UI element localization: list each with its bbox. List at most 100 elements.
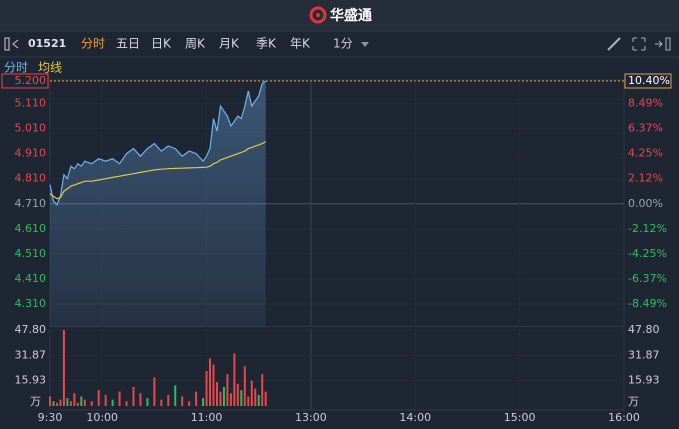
legend-entry: 分时: [4, 61, 28, 75]
volume-tick-label: 31.87: [15, 348, 47, 361]
y2-tick-label: -4.25%: [628, 247, 667, 260]
y-tick-label: 5.200: [15, 74, 47, 87]
volume-bar: [59, 399, 62, 406]
volume-bar: [243, 366, 246, 406]
volume-bar: [233, 353, 236, 406]
volume-tick-label: 47.80: [628, 323, 660, 336]
volume-bar: [247, 396, 250, 406]
volume-bar: [125, 401, 128, 406]
volume-bar: [111, 399, 114, 406]
volume-bar: [212, 364, 215, 406]
tab[interactable]: 周K: [185, 37, 206, 51]
x-tick-label: 9:30: [38, 411, 63, 424]
volume-unit: 万: [628, 395, 639, 408]
volume-bar: [240, 390, 243, 406]
draw-icon[interactable]: [607, 37, 621, 51]
volume-bar: [146, 398, 149, 406]
fullscreen-icon[interactable]: [655, 37, 671, 51]
y2-tick-label: 4.25%: [628, 147, 663, 160]
volume-bar: [174, 385, 177, 406]
volume-bar: [73, 393, 76, 406]
y2-tick-label: -6.37%: [628, 272, 667, 285]
volume-bar: [250, 380, 253, 406]
tab[interactable]: 年K: [290, 37, 311, 51]
y2-tick-label: -8.49%: [628, 297, 667, 310]
interval[interactable]: 1分: [333, 37, 353, 51]
volume-bar: [209, 358, 212, 406]
volume-tick-label: 47.80: [15, 323, 47, 336]
volume-tick-label: 15.93: [15, 374, 47, 387]
volume-bar: [261, 374, 264, 406]
volume-bar: [219, 391, 222, 406]
volume-bar: [229, 393, 232, 406]
logo-icon: [309, 6, 327, 24]
volume-bar: [90, 401, 93, 406]
volume-bar: [188, 401, 191, 406]
volume-tick-label: 31.87: [628, 348, 660, 361]
volume-bar: [160, 399, 163, 406]
volume-bar: [153, 377, 156, 406]
expand-icon[interactable]: [632, 37, 646, 51]
volume-bar: [215, 382, 218, 406]
volume-bar: [62, 330, 65, 406]
x-tick-label: 11:00: [191, 411, 223, 424]
tab[interactable]: 月K: [219, 37, 240, 51]
volume-bar: [202, 398, 205, 406]
volume-bar: [236, 383, 239, 406]
volume-unit: 万: [30, 395, 41, 408]
legend-entry: 均线: [38, 61, 62, 75]
x-tick-label: 13:00: [295, 411, 327, 424]
y2-tick-label: 2.12%: [628, 172, 663, 185]
volume-bar: [167, 394, 170, 406]
volume-bar: [49, 396, 51, 406]
volume-bar: [226, 374, 229, 406]
volume-bar: [257, 394, 260, 406]
volume-tick-label: 15.93: [628, 374, 660, 387]
series-line: [49, 141, 266, 200]
volume-bar: [83, 399, 86, 406]
volume-bar: [264, 391, 267, 406]
volume-panel: [49, 329, 625, 411]
volume-bar: [132, 386, 135, 406]
volume-bar: [55, 402, 58, 406]
y2-tick-label: 6.37%: [628, 122, 663, 135]
back-icon[interactable]: [4, 37, 19, 51]
y2-tick-label: 0.00%: [628, 197, 663, 210]
volume-bar: [52, 401, 55, 406]
volume-bar: [195, 391, 198, 406]
y-tick-label: 4.810: [15, 172, 47, 185]
x-tick-label: 15:00: [504, 411, 536, 424]
y2-tick-label: 10.40%: [628, 74, 670, 87]
volume-bar: [181, 396, 184, 406]
current-price-box: [1, 73, 49, 89]
volume-bar: [80, 396, 83, 406]
volume-bar: [69, 401, 72, 406]
y-tick-label: 5.010: [15, 122, 47, 135]
tab[interactable]: 日K: [151, 37, 172, 51]
current-pct-box: [624, 73, 672, 89]
price-area: [50, 81, 266, 327]
volume-bar: [97, 390, 100, 406]
y-tick-label: 4.510: [15, 247, 47, 260]
y-tick-label: 4.410: [15, 272, 47, 285]
tab[interactable]: 季K: [256, 37, 277, 51]
x-tick-label: 16:00: [608, 411, 640, 424]
header-bar: [0, 0, 679, 30]
volume-bar: [104, 394, 107, 406]
tab[interactable]: 五日: [116, 37, 140, 51]
interval-arrow[interactable]: [361, 42, 369, 47]
volume-bar: [66, 398, 69, 406]
x-tick-label: 14:00: [399, 411, 431, 424]
tab[interactable]: 分时: [81, 37, 105, 51]
stock-code: 01521: [28, 37, 66, 50]
y-tick-label: 4.310: [15, 297, 47, 310]
y2-tick-label: 8.49%: [628, 97, 663, 110]
y-tick-label: 4.710: [15, 197, 47, 210]
y-tick-label: 4.610: [15, 222, 47, 235]
volume-bar: [222, 386, 225, 406]
volume-bar: [254, 388, 257, 406]
y-tick-label: 5.110: [15, 97, 47, 110]
logo-text: 华盛通: [330, 7, 372, 24]
